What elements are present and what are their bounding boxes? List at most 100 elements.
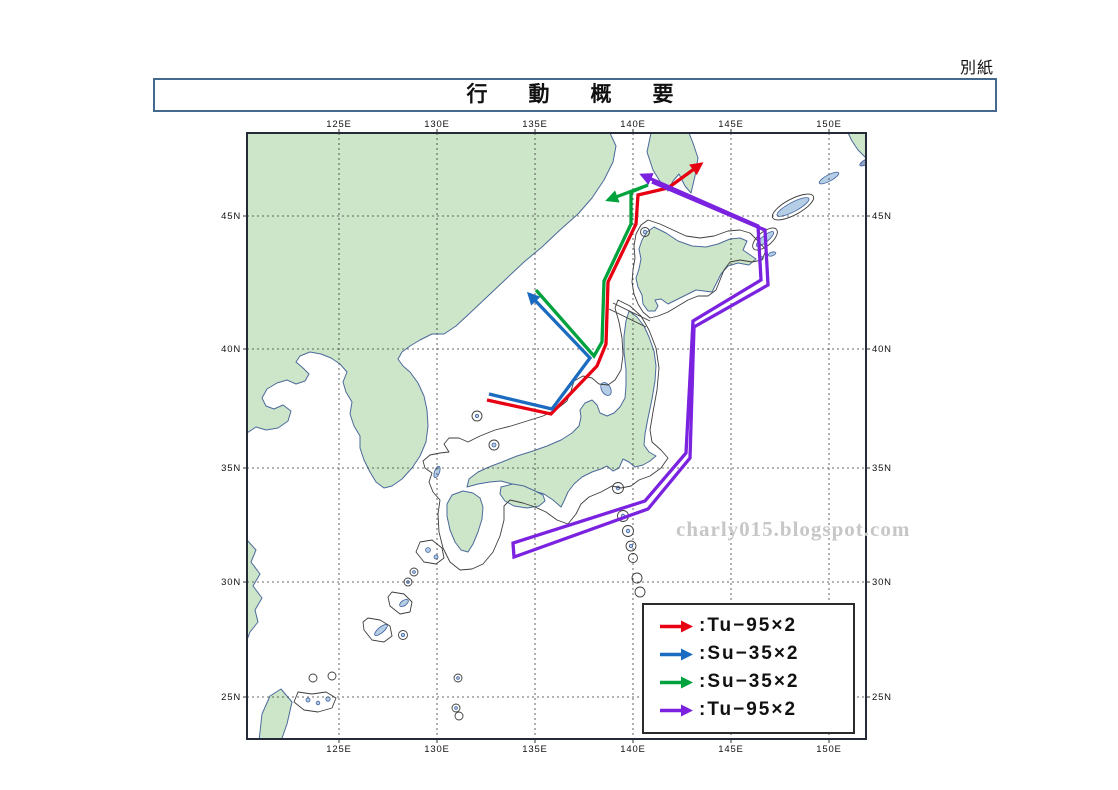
island-sakishima-3 — [325, 696, 331, 702]
island-izu-4 — [629, 544, 634, 549]
contour-honshu — [422, 299, 669, 571]
island-tokara-1 — [412, 570, 416, 574]
contour-okinawa — [362, 617, 393, 643]
lat-label-left-30N: 30N — [221, 577, 241, 588]
legend-label-1: :Tu−95×2 — [699, 615, 798, 636]
island-shikotan — [767, 251, 777, 257]
island-ulleung — [474, 413, 479, 418]
contour-oki — [488, 439, 500, 451]
island-amami — [399, 599, 409, 607]
purple-arrow-icon — [660, 704, 693, 716]
contour-etorofu — [771, 193, 815, 221]
island-osumi-1 — [425, 547, 431, 553]
legend-row-3: :Su−35×2 — [644, 668, 853, 696]
contour-hokkaido — [631, 219, 767, 319]
landmass-hokkaido — [635, 226, 757, 312]
contour-rishiri — [640, 227, 650, 237]
contour-ulleung — [471, 410, 483, 422]
landmass-shikoku — [499, 483, 546, 509]
landmass-sakhalin — [646, 133, 699, 194]
lon-label-bottom-145E: 145E — [718, 744, 743, 755]
red-arrow-icon-head — [681, 620, 693, 632]
blue-arrow-icon — [660, 648, 693, 660]
island-sakishima-1 — [305, 697, 311, 703]
lon-label-top-140E: 140E — [620, 119, 645, 130]
track-su35-green — [534, 183, 649, 359]
lon-label-top-145E: 145E — [718, 119, 743, 130]
landmasses — [247, 133, 866, 739]
territorial-contours — [293, 193, 815, 721]
landmass-asia-mainland — [247, 133, 617, 489]
island-tsushima — [433, 465, 441, 479]
lon-label-bottom-130E: 130E — [424, 744, 449, 755]
landmass-kamchatka-corner — [847, 133, 866, 159]
page-title: 行 動 概 要 — [466, 83, 684, 106]
island-etorofu — [776, 197, 810, 217]
island-daito-2 — [454, 706, 458, 710]
axis-labels: 125E 125E 130E 130E 135E 135E 140E 140E 145E 145E… — [221, 119, 892, 755]
legend-label-4: :Tu−95×2 — [699, 699, 798, 720]
track-su35-blue — [488, 291, 593, 411]
contour-tokara-1 — [409, 567, 419, 577]
contour-amami — [387, 591, 413, 615]
contour-izu-3 — [622, 525, 634, 537]
lat-label-left-40N: 40N — [221, 344, 241, 355]
purple-arrow-icon-head — [681, 704, 693, 716]
contour-osumi — [415, 539, 445, 565]
lon-label-top-130E: 130E — [424, 119, 449, 130]
contour-tsugaru-strait-2 — [612, 302, 651, 322]
contour-izu-6 — [631, 572, 643, 584]
island-sakishima-2 — [315, 700, 321, 706]
contour-misc-2 — [327, 671, 337, 681]
contour-sakishima — [293, 691, 337, 713]
track-tu95-purple — [511, 173, 770, 560]
legend-row-4: :Tu−95×2 — [644, 696, 853, 724]
lat-label-left-35N: 35N — [221, 463, 241, 474]
axis-ticks — [243, 129, 870, 743]
legend-row-2: :Su−35×2 — [644, 640, 853, 668]
lat-label-right-25N: 25N — [872, 692, 892, 703]
red-arrow-icon — [660, 620, 693, 632]
legend-label-2: :Su−35×2 — [699, 643, 800, 664]
island-sado — [600, 382, 612, 396]
legend-box: :Tu−95×2 :Su−35×2 :Su−35×2 :Tu−95×2 — [642, 603, 855, 734]
lat-label-right-45N: 45N — [872, 211, 892, 222]
island-daito-1 — [456, 676, 460, 680]
lon-label-bottom-135E: 135E — [522, 744, 547, 755]
green-arrow-icon — [660, 676, 693, 688]
lon-label-bottom-125E: 125E — [326, 744, 351, 755]
island-kuril-far — [859, 157, 866, 167]
legend-label-3: :Su−35×2 — [699, 671, 800, 692]
track-tu95-red — [486, 162, 704, 416]
lat-label-left-45N: 45N — [221, 211, 241, 222]
map-frame — [246, 132, 867, 740]
island-rishiri — [642, 229, 648, 235]
contour-kume — [398, 630, 408, 640]
lon-label-top-150E: 150E — [816, 119, 841, 130]
island-oki — [491, 442, 497, 448]
contour-daito-2 — [451, 703, 461, 713]
island-okinawa — [374, 624, 388, 636]
contour-tsugaru-strait-1 — [608, 308, 647, 328]
contour-ogasawara — [454, 711, 464, 721]
contour-izu-1 — [612, 482, 624, 494]
legend-row-1: :Tu−95×2 — [644, 612, 853, 640]
watermark: charly015.blogspot.com — [676, 517, 911, 541]
island-kume — [400, 633, 405, 638]
lat-label-right-30N: 30N — [872, 577, 892, 588]
lon-label-top-125E: 125E — [326, 119, 351, 130]
green-arrow-icon-head — [681, 676, 693, 688]
attachment-note: 別紙 — [960, 60, 995, 77]
blue-arrow-icon-head — [681, 648, 693, 660]
contour-daito-1 — [453, 673, 463, 683]
lat-label-right-40N: 40N — [872, 344, 892, 355]
contour-misc-1 — [308, 673, 318, 683]
contour-izu-4 — [625, 540, 637, 552]
lon-label-top-135E: 135E — [522, 119, 547, 130]
landmass-kyushu — [446, 490, 484, 553]
flight-tracks — [486, 162, 770, 560]
lon-label-bottom-150E: 150E — [816, 744, 841, 755]
lat-label-right-35N: 35N — [872, 463, 892, 474]
lat-label-left-25N: 25N — [221, 692, 241, 703]
